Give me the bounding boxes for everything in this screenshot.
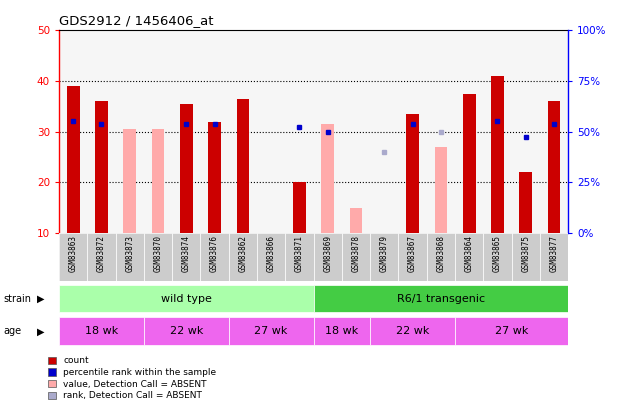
Bar: [257, 30, 285, 233]
Bar: [314, 30, 342, 233]
Text: wild type: wild type: [161, 294, 212, 304]
Bar: [67, 86, 79, 233]
Text: ▶: ▶: [37, 326, 45, 336]
Bar: [370, 30, 399, 233]
Bar: [88, 30, 116, 233]
Text: GSM83865: GSM83865: [493, 235, 502, 272]
Text: GSM83862: GSM83862: [238, 235, 247, 272]
Bar: [172, 30, 201, 233]
Text: GDS2912 / 1456406_at: GDS2912 / 1456406_at: [59, 14, 214, 27]
Text: GSM83869: GSM83869: [324, 235, 332, 272]
FancyBboxPatch shape: [314, 233, 342, 281]
FancyBboxPatch shape: [144, 318, 229, 345]
Bar: [124, 129, 136, 233]
Text: 22 wk: 22 wk: [396, 326, 429, 336]
Text: ▶: ▶: [37, 294, 45, 304]
Bar: [144, 30, 172, 233]
FancyBboxPatch shape: [427, 233, 455, 281]
Text: GSM83875: GSM83875: [521, 235, 530, 272]
Bar: [512, 30, 540, 233]
FancyBboxPatch shape: [229, 233, 257, 281]
Text: GSM83868: GSM83868: [437, 235, 445, 272]
Bar: [435, 147, 447, 233]
FancyBboxPatch shape: [483, 233, 512, 281]
FancyBboxPatch shape: [399, 233, 427, 281]
Text: 27 wk: 27 wk: [255, 326, 288, 336]
Bar: [95, 101, 108, 233]
Text: GSM83864: GSM83864: [465, 235, 474, 272]
Bar: [229, 30, 257, 233]
Bar: [237, 99, 249, 233]
Bar: [455, 30, 483, 233]
FancyBboxPatch shape: [88, 233, 116, 281]
FancyBboxPatch shape: [455, 233, 483, 281]
FancyBboxPatch shape: [229, 318, 314, 345]
Text: GSM83878: GSM83878: [351, 235, 361, 272]
Text: 18 wk: 18 wk: [85, 326, 118, 336]
Bar: [463, 94, 476, 233]
Text: GSM83867: GSM83867: [408, 235, 417, 272]
FancyBboxPatch shape: [144, 233, 172, 281]
Text: GSM83871: GSM83871: [295, 235, 304, 272]
FancyBboxPatch shape: [455, 318, 568, 345]
FancyBboxPatch shape: [370, 233, 399, 281]
FancyBboxPatch shape: [59, 285, 314, 312]
FancyBboxPatch shape: [59, 318, 144, 345]
FancyBboxPatch shape: [370, 318, 455, 345]
Text: GSM83873: GSM83873: [125, 235, 134, 272]
Text: GSM83877: GSM83877: [550, 235, 558, 272]
Text: R6/1 transgenic: R6/1 transgenic: [397, 294, 485, 304]
Bar: [519, 172, 532, 233]
Bar: [208, 122, 221, 233]
Bar: [342, 30, 370, 233]
Bar: [59, 30, 88, 233]
FancyBboxPatch shape: [314, 318, 370, 345]
Text: 22 wk: 22 wk: [170, 326, 203, 336]
Bar: [406, 114, 419, 233]
Text: 18 wk: 18 wk: [325, 326, 358, 336]
FancyBboxPatch shape: [59, 233, 568, 281]
Text: GSM83879: GSM83879: [380, 235, 389, 272]
Bar: [201, 30, 229, 233]
Text: GSM83872: GSM83872: [97, 235, 106, 272]
Text: GSM83866: GSM83866: [266, 235, 276, 272]
Bar: [540, 30, 568, 233]
Text: GSM83863: GSM83863: [69, 235, 78, 272]
Bar: [152, 129, 165, 233]
Legend: count, percentile rank within the sample, value, Detection Call = ABSENT, rank, : count, percentile rank within the sample…: [48, 356, 217, 401]
Bar: [116, 30, 144, 233]
Bar: [285, 30, 314, 233]
FancyBboxPatch shape: [285, 233, 314, 281]
Text: GSM83874: GSM83874: [182, 235, 191, 272]
FancyBboxPatch shape: [257, 233, 285, 281]
Bar: [399, 30, 427, 233]
Bar: [293, 182, 306, 233]
Text: strain: strain: [3, 294, 31, 304]
Bar: [322, 124, 334, 233]
Bar: [548, 101, 560, 233]
FancyBboxPatch shape: [172, 233, 201, 281]
Bar: [350, 207, 363, 233]
Text: 27 wk: 27 wk: [495, 326, 528, 336]
FancyBboxPatch shape: [512, 233, 540, 281]
Bar: [483, 30, 512, 233]
Text: GSM83870: GSM83870: [153, 235, 163, 272]
Text: age: age: [3, 326, 21, 336]
FancyBboxPatch shape: [314, 285, 568, 312]
Bar: [427, 30, 455, 233]
FancyBboxPatch shape: [342, 233, 370, 281]
Bar: [491, 76, 504, 233]
Text: GSM83876: GSM83876: [210, 235, 219, 272]
FancyBboxPatch shape: [116, 233, 144, 281]
FancyBboxPatch shape: [59, 233, 88, 281]
FancyBboxPatch shape: [540, 233, 568, 281]
FancyBboxPatch shape: [201, 233, 229, 281]
Bar: [180, 104, 193, 233]
